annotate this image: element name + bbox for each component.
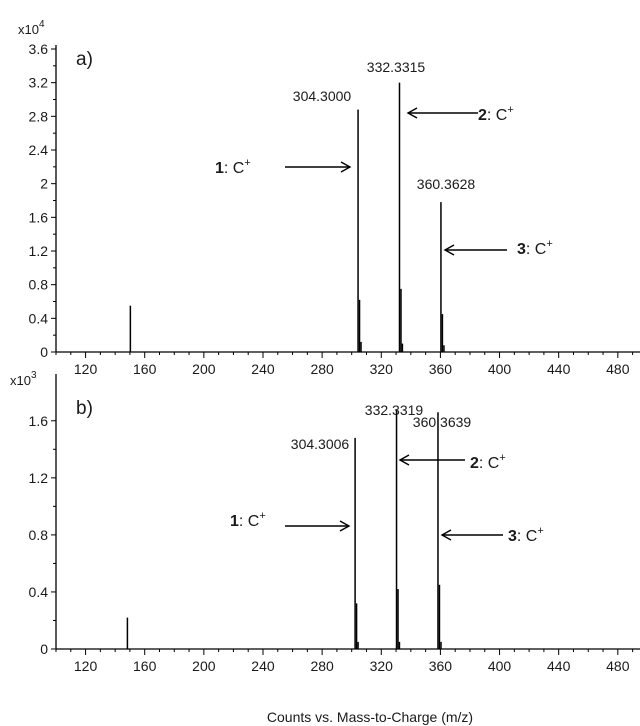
panel-label: b)	[76, 398, 93, 419]
x-tick-label: 200	[192, 361, 216, 377]
x-tick-label: 160	[133, 658, 157, 674]
annotation-arrowhead	[340, 161, 352, 173]
compound-number: 3	[517, 241, 526, 258]
compound-annotation-3: 3: C+	[508, 525, 544, 545]
peak-mz-label: 304.3006	[291, 436, 350, 452]
annotation-arrowhead	[440, 529, 452, 541]
compound-number: 1	[215, 160, 224, 177]
x-tick-label: 120	[74, 658, 98, 674]
y-tick-label: 3.2	[29, 75, 49, 91]
compound-annotation-2: 2: C+	[478, 104, 514, 124]
charge-superscript: +	[499, 452, 505, 464]
x-tick-label: 320	[370, 658, 394, 674]
peak-mz-label: 360.3639	[413, 414, 472, 430]
y-multiplier-label: x104	[18, 19, 45, 37]
y-multiplier-label: x103	[10, 370, 37, 388]
panel-label: a)	[76, 49, 93, 70]
compound-number: 2	[470, 455, 479, 472]
compound-ion-text: : C	[239, 513, 259, 530]
compound-ion-text: : C	[487, 107, 507, 124]
x-tick-label: 320	[370, 361, 394, 377]
x-tick-label: 360	[429, 658, 453, 674]
y-tick-label: 2.4	[29, 142, 49, 158]
peak-mz-label: 332.3315	[367, 59, 426, 75]
charge-superscript: +	[537, 525, 543, 537]
y-multiplier-exponent: 4	[39, 19, 45, 30]
y-tick-label: 2	[40, 176, 48, 192]
chart-panel-2: 0 0.4 0.8 1.2 1.6 120 160 200 240 280 320 360 400 440…	[10, 370, 640, 674]
annotation-arrowhead	[443, 244, 455, 256]
x-tick-label: 360	[429, 361, 453, 377]
annotation-arrowhead	[398, 454, 410, 466]
annotation-arrowhead	[339, 520, 351, 532]
compound-ion-text: : C	[479, 455, 499, 472]
y-tick-label: 1.2	[29, 243, 49, 259]
x-axis-label: Counts vs. Mass-to-Charge (m/z)	[267, 709, 473, 725]
y-tick-label: 0	[40, 641, 48, 657]
x-tick-label: 400	[488, 361, 512, 377]
x-tick-label: 480	[606, 658, 630, 674]
compound-number: 1	[230, 513, 239, 530]
y-multiplier-exponent: 3	[31, 370, 37, 381]
x-tick-label: 480	[606, 361, 630, 377]
peak-mz-label: 360.3628	[417, 176, 476, 192]
charge-superscript: +	[244, 157, 250, 169]
annotation-arrowhead	[406, 107, 418, 119]
peak-mz-label: 304.3000	[293, 88, 352, 104]
y-tick-label: 0.4	[29, 584, 49, 600]
compound-ion-text: : C	[517, 528, 537, 545]
charge-superscript: +	[546, 238, 552, 250]
x-tick-label: 120	[74, 361, 98, 377]
compound-ion-text: : C	[526, 241, 546, 258]
compound-number: 3	[508, 528, 517, 545]
peak-mz-label: 332.3319	[365, 402, 424, 418]
charge-superscript: +	[507, 104, 513, 116]
x-tick-label: 160	[133, 361, 157, 377]
y-tick-label: 3.6	[29, 41, 49, 57]
y-tick-label: 0	[40, 344, 48, 360]
y-tick-label: 0.4	[29, 310, 49, 326]
x-tick-label: 440	[547, 361, 571, 377]
y-tick-label: 1.6	[29, 209, 49, 225]
x-tick-label: 200	[192, 658, 216, 674]
x-tick-label: 240	[251, 361, 275, 377]
y-tick-label: 0.8	[29, 527, 49, 543]
x-tick-label: 240	[251, 658, 275, 674]
compound-annotation-3: 3: C+	[517, 238, 553, 258]
compound-number: 2	[478, 107, 487, 124]
x-tick-label: 400	[488, 658, 512, 674]
y-tick-label: 1.6	[29, 413, 49, 429]
compound-ion-text: : C	[224, 160, 244, 177]
x-tick-label: 280	[310, 361, 334, 377]
x-tick-label: 280	[310, 658, 334, 674]
compound-annotation-1: 1: C+	[215, 157, 251, 177]
y-tick-label: 1.2	[29, 470, 49, 486]
compound-annotation-1: 1: C+	[230, 510, 266, 530]
y-tick-label: 2.8	[29, 108, 49, 124]
compound-annotation-2: 2: C+	[470, 452, 506, 472]
charge-superscript: +	[259, 510, 265, 522]
x-tick-label: 440	[547, 658, 571, 674]
y-tick-label: 0.8	[29, 277, 49, 293]
chart-panel-1: 0 0.4 0.8 1.2 1.6 2 2.4 2.8 3.2 3.6 120 160 200 240 28…	[18, 19, 640, 377]
